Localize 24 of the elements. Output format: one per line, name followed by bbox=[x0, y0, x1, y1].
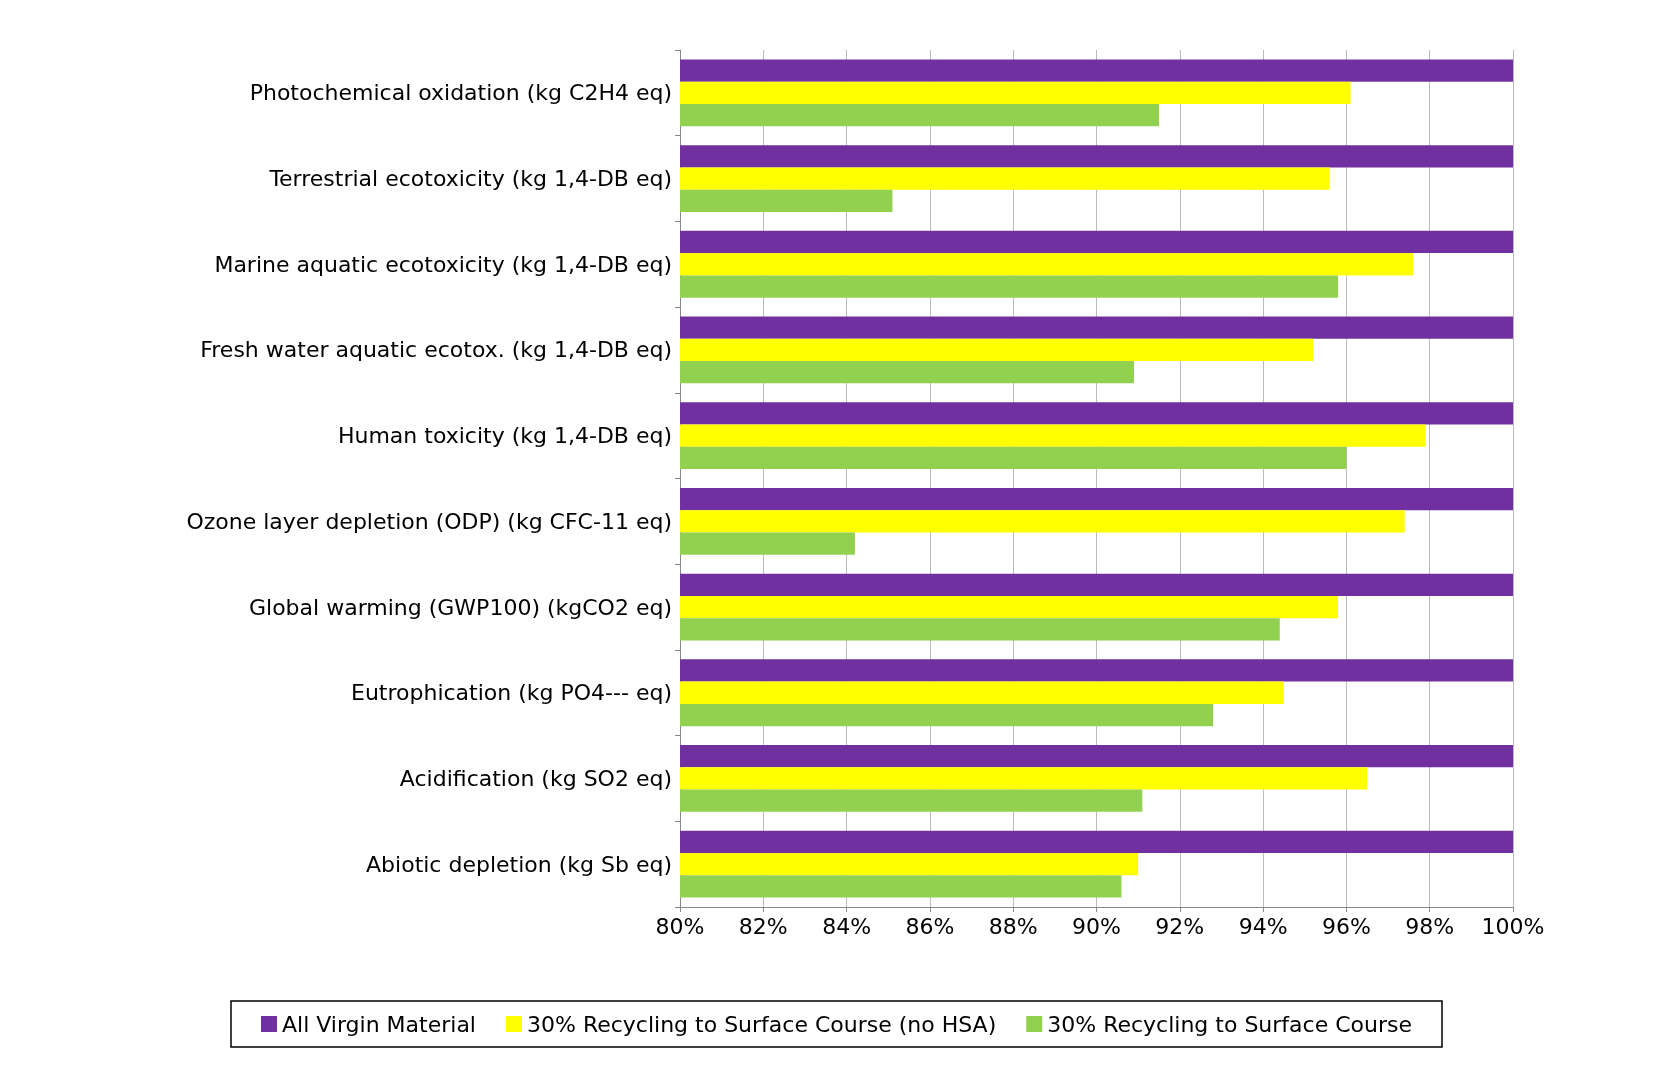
y-tick-label: Global warming (GWP100) (kgCO2 eq) bbox=[248, 594, 672, 620]
y-tick-label: Human toxicity (kg 1,4-DB eq) bbox=[337, 423, 672, 449]
x-tick-label: 96% bbox=[1321, 913, 1371, 939]
x-tick-label: 92% bbox=[1155, 913, 1205, 939]
y-tick-label: Abiotic depletion (kg Sb eq) bbox=[366, 851, 672, 877]
legend-label: 30% Recycling to Surface Course bbox=[1047, 1011, 1413, 1037]
x-tick-label: 100% bbox=[1481, 913, 1545, 939]
x-tick-label: 80% bbox=[655, 913, 705, 939]
x-tick-label: 88% bbox=[988, 913, 1038, 939]
x-tick-label: 98% bbox=[1405, 913, 1455, 939]
y-tick-label: Ozone layer depletion (ODP) (kg CFC-11 eq) bbox=[186, 508, 672, 534]
y-tick-label: Photochemical oxidation (kg C2H4 eq) bbox=[249, 80, 672, 106]
y-tick-label: Eutrophication (kg PO4--- eq) bbox=[351, 680, 672, 706]
x-tick-label: 82% bbox=[738, 913, 788, 939]
y-tick-label: Fresh water aquatic ecotox. (kg 1,4-DB eq) bbox=[200, 337, 672, 363]
y-tick-label: Acidification (kg SO2 eq) bbox=[399, 765, 672, 791]
y-tick-label: Marine aquatic ecotoxicity (kg 1,4-DB eq) bbox=[214, 251, 672, 277]
y-tick-label: Terrestrial ecotoxicity (kg 1,4-DB eq) bbox=[268, 166, 672, 192]
legend-label: 30% Recycling to Surface Course (no HSA) bbox=[526, 1011, 997, 1037]
legend-label: All Virgin Material bbox=[281, 1011, 476, 1037]
x-tick-label: 84% bbox=[822, 913, 872, 939]
x-tick-label: 90% bbox=[1072, 913, 1121, 939]
x-tick-label: 86% bbox=[905, 913, 955, 939]
x-tick-label: 94% bbox=[1238, 913, 1288, 939]
